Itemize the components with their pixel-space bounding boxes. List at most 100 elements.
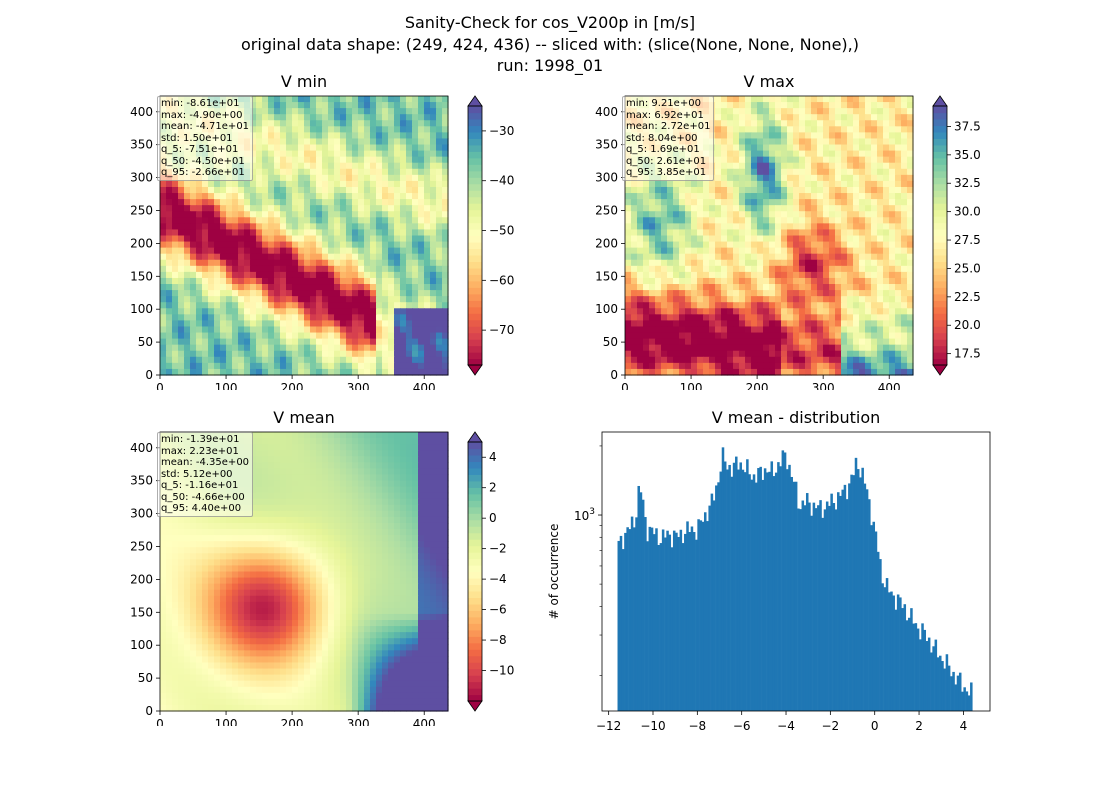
v-max-image-cell <box>667 320 674 328</box>
v-min-image-cell <box>250 296 257 303</box>
v-min-image-cell <box>274 114 281 121</box>
v-min-image-cell <box>316 368 323 376</box>
v-max-image-cell <box>685 308 692 315</box>
v-max-image-cell <box>781 138 788 146</box>
v-max-image-cell <box>895 102 902 109</box>
v-max-image-cell <box>853 168 860 176</box>
v-max-image-cell <box>835 108 842 115</box>
v-max-image-cell <box>769 126 776 133</box>
v-max-image-cell <box>901 108 908 115</box>
v-min-image-cell <box>442 114 449 121</box>
v-max-image-cell <box>823 308 830 315</box>
v-max-image-cell <box>703 259 710 267</box>
v-max-colorbar-segment <box>933 151 947 159</box>
v-max-image-cell <box>871 290 878 297</box>
v-max-image-cell <box>745 150 752 158</box>
v-min-image-cell <box>226 332 233 340</box>
v-min-image-cell <box>352 253 359 261</box>
v-max-image-cell <box>655 296 662 303</box>
v-max-image-cell <box>709 271 716 279</box>
v-max-image-cell <box>637 332 644 340</box>
v-max-image-cell <box>739 253 746 261</box>
v-min-image-cell <box>160 326 167 334</box>
v-min-image-cell <box>274 223 281 231</box>
v-min-image-cell <box>394 368 401 376</box>
v-min-image-cell <box>406 308 413 315</box>
v-min-image-cell <box>334 356 341 364</box>
v-min-image-cell <box>412 156 419 164</box>
v-max-image-cell <box>709 229 716 237</box>
v-min-image-cell <box>184 241 191 249</box>
v-min-image-cell <box>268 211 275 218</box>
v-max-image-cell <box>895 296 902 303</box>
v-max-image-cell <box>757 205 764 212</box>
v-max-image-cell <box>823 114 830 121</box>
v-min-image-cell <box>442 314 449 322</box>
v-min-image-cell <box>286 332 293 340</box>
v-max-image-cell <box>907 186 914 194</box>
v-min-image-cell <box>280 296 287 303</box>
v-min-image-cell <box>364 253 371 261</box>
v-min-image-cell <box>400 290 407 297</box>
v-min-image-cell <box>394 332 401 340</box>
v-min-image-cell <box>310 108 317 115</box>
v-max-image-cell <box>745 284 752 291</box>
v-max-image-cell <box>859 368 866 376</box>
v-max-image-cell <box>901 180 908 188</box>
v-max-image-cell <box>679 277 686 285</box>
v-max-image-cell <box>721 362 728 370</box>
v-max-image-cell <box>667 277 674 285</box>
v-max-image-cell <box>637 229 644 237</box>
v-min-image-cell <box>274 211 281 218</box>
v-min-image-cell <box>364 296 371 303</box>
v-min-image-cell <box>286 186 293 194</box>
v-max-image-cell <box>703 186 710 194</box>
v-min-image-cell <box>268 162 275 170</box>
v-mean-image-cell <box>346 474 353 482</box>
v-max-image-cell <box>733 180 740 188</box>
v-max-colorbar-segment <box>933 345 947 353</box>
v-min-image-cell <box>358 235 365 243</box>
v-max-image-cell <box>865 217 872 224</box>
v-max-image-cell <box>841 356 848 364</box>
v-min-image-cell <box>160 350 167 358</box>
v-min-image-cell <box>160 296 167 303</box>
v-min-image-cell <box>364 180 371 188</box>
v-max-image-cell <box>667 338 674 346</box>
v-max-image-cell <box>859 253 866 261</box>
v-min-image-cell <box>388 193 395 200</box>
v-min-image-cell <box>346 314 353 322</box>
v-max-image-cell <box>781 235 788 243</box>
v-max-image-cell <box>901 114 908 121</box>
v-max-image-cell <box>817 247 824 255</box>
v-max-image-cell <box>745 108 752 115</box>
v-max-image-cell <box>763 199 770 206</box>
v-max-image-cell <box>823 168 830 176</box>
v-max-image-cell <box>691 229 698 237</box>
v-max-image-cell <box>643 338 650 346</box>
v-min-image-cell <box>424 144 431 152</box>
v-max-image-cell <box>799 320 806 328</box>
v-min-image-cell <box>292 156 299 164</box>
v-min-image-cell <box>406 96 413 103</box>
v-max-image-cell <box>775 138 782 146</box>
v-min-image-cell <box>292 138 299 146</box>
v-min-image-cell <box>202 247 209 255</box>
v-min-image-cell <box>352 277 359 285</box>
v-max-image-cell <box>907 120 914 127</box>
v-mean-image-cell <box>394 444 401 451</box>
v-max-image-cell <box>787 290 794 297</box>
v-max-image-cell <box>685 296 692 303</box>
v-min-image-cell <box>172 180 179 188</box>
v-min-image-cell <box>202 350 209 358</box>
v-max-image-cell <box>805 277 812 285</box>
v-max-image-cell <box>817 156 824 164</box>
v-mean-image-cell <box>394 432 401 439</box>
v-mean-image-cell <box>406 450 413 457</box>
v-max-image-cell <box>775 253 782 261</box>
v-min-image-cell <box>310 302 317 309</box>
v-max-image-cell <box>655 362 662 370</box>
v-min-image-cell <box>382 326 389 334</box>
v-max-image-cell <box>679 368 686 376</box>
v-max-image-cell <box>805 368 812 376</box>
